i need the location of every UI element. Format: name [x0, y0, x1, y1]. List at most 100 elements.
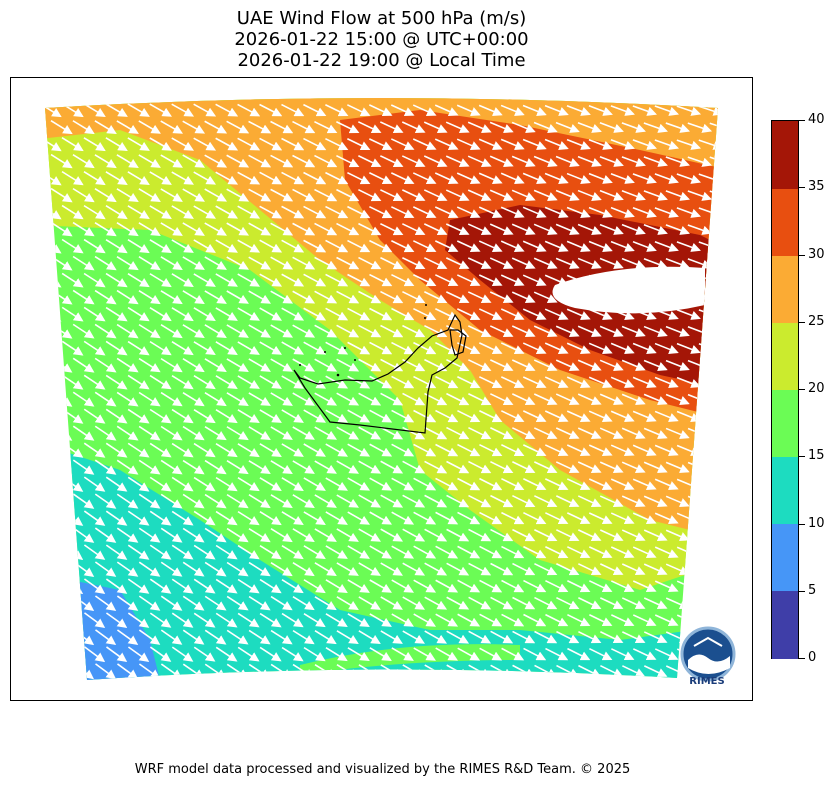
colorbar-segment [772, 590, 798, 659]
wind-arrow [193, 442, 216, 458]
wind-arrow [423, 189, 448, 202]
wind-arrow [259, 409, 282, 423]
wind-arrow [610, 410, 635, 422]
wind-arrow [303, 239, 327, 253]
wind-arrow [665, 258, 690, 269]
wind-arrow [413, 409, 437, 423]
wind-arrow [105, 442, 128, 458]
wind-arrow [490, 427, 514, 440]
wind-arrow [478, 206, 503, 219]
wind-arrow [423, 223, 448, 236]
wind-arrow [500, 342, 525, 355]
wind-arrow [358, 358, 382, 372]
wind-arrow [545, 647, 569, 661]
wind-arrow [105, 306, 128, 322]
wind-arrow [533, 291, 558, 304]
wind-arrow [676, 241, 701, 252]
wind-arrow [182, 629, 205, 645]
wind-arrow [545, 546, 569, 559]
wind-arrow [83, 544, 106, 560]
wind-arrow [336, 358, 360, 372]
wind-arrow [358, 392, 382, 406]
wind-arrow [468, 630, 492, 644]
wind-arrow [445, 257, 470, 270]
wind-arrow [215, 578, 238, 594]
footer-credit: WRF model data processed and visualized … [134, 762, 631, 777]
wind-arrow [171, 578, 194, 594]
colorbar-tick-label: 40 [808, 112, 825, 127]
wind-arrow [577, 257, 602, 269]
wind-arrow [413, 341, 437, 355]
wind-arrow [171, 544, 194, 560]
wind-arrow [457, 647, 481, 661]
wind-arrow [599, 223, 624, 235]
wind-arrow [467, 189, 492, 202]
wind-arrow [621, 325, 646, 337]
wind-arrow [512, 630, 536, 644]
wind-arrow [369, 647, 392, 661]
wind-arrow [45, 136, 62, 152]
wind-arrow [489, 223, 514, 236]
wind-arrow [413, 511, 437, 525]
wind-arrow [325, 341, 349, 355]
wind-arrow [127, 306, 150, 322]
wind-arrow [193, 646, 216, 662]
wind-arrow [522, 104, 547, 116]
wind-arrow [281, 171, 305, 185]
wind-arrow [358, 460, 382, 474]
wind-arrow [215, 409, 238, 424]
wind-arrow [500, 240, 525, 253]
wind-arrow [83, 510, 106, 526]
wind-arrow [204, 527, 227, 543]
wind-arrow [270, 188, 294, 202]
wind-arrow [479, 376, 503, 389]
wind-arrow [654, 274, 679, 286]
wind-arrow [369, 375, 393, 389]
wind-arrow [709, 529, 718, 541]
wind-arrow [369, 613, 392, 627]
wind-arrow [84, 646, 106, 663]
wind-arrow [512, 562, 536, 576]
wind-arrow [149, 171, 172, 185]
wind-arrow [248, 595, 271, 611]
wind-arrow [72, 527, 95, 543]
wind-arrow [457, 443, 481, 457]
wind-arrow [610, 444, 635, 457]
wind-arrow [215, 442, 238, 458]
wind-arrow [226, 561, 249, 577]
wind-arrow [643, 359, 668, 371]
wind-arrow [588, 376, 613, 388]
wind-arrow [127, 646, 150, 662]
wind-arrow [599, 393, 624, 405]
wind-arrow [171, 646, 194, 662]
wind-arrow [632, 173, 657, 184]
wind-arrow [369, 443, 393, 457]
wind-arrow [544, 376, 569, 389]
wind-arrow [698, 580, 718, 592]
wind-arrow [643, 122, 668, 133]
wind-arrow [72, 221, 95, 237]
wind-arrow [665, 427, 690, 439]
wind-arrow [391, 307, 415, 321]
wind-arrow [171, 103, 195, 117]
wind-arrow [523, 478, 547, 491]
wind-arrow [116, 561, 139, 577]
wind-arrow [160, 493, 183, 509]
wind-arrow [687, 122, 713, 133]
wind-arrow [149, 340, 172, 356]
wind-arrow [336, 528, 359, 542]
wind-arrow [456, 206, 481, 219]
wind-arrow [567, 613, 591, 627]
wind-arrow [193, 341, 216, 356]
wind-arrow [347, 205, 371, 219]
wind-arrow [380, 426, 404, 440]
wind-arrow [303, 307, 327, 321]
wind-arrow [303, 443, 326, 457]
wind-arrow [566, 138, 591, 150]
wind-arrow [391, 443, 415, 457]
wind-arrow [599, 359, 624, 371]
wind-arrow [303, 613, 326, 628]
wind-arrow [380, 189, 404, 202]
wind-arrow [237, 103, 261, 117]
wind-arrow [215, 476, 238, 492]
